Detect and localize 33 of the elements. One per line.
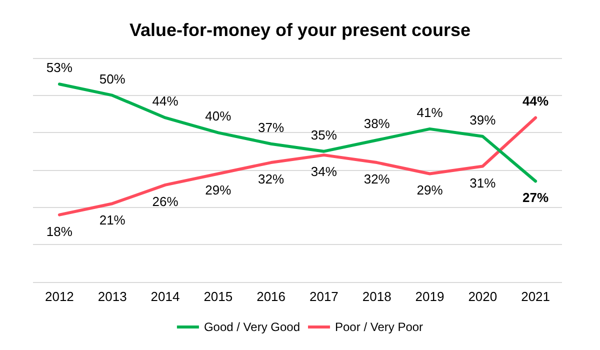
data-label: 26% xyxy=(152,194,179,209)
legend-label: Poor / Very Poor xyxy=(335,320,424,334)
data-label: 21% xyxy=(99,212,126,228)
data-label: 37% xyxy=(258,120,284,135)
data-label: 40% xyxy=(205,108,232,124)
x-tick-label: 2021 xyxy=(521,289,550,304)
x-tick-label: 2016 xyxy=(256,289,286,304)
x-tick-label: 2013 xyxy=(98,289,127,304)
data-label: 31% xyxy=(470,175,496,190)
x-tick-label: 2012 xyxy=(44,289,74,304)
x-tick-label: 2017 xyxy=(309,289,338,304)
data-label: 32% xyxy=(258,172,284,187)
x-tick-label: 2014 xyxy=(150,289,180,304)
x-tick-label: 2020 xyxy=(468,289,498,304)
data-label: 53% xyxy=(46,60,73,76)
data-label: 32% xyxy=(364,172,390,187)
data-label: 29% xyxy=(416,182,444,198)
data-label: 35% xyxy=(310,127,338,142)
legend-label: Good / Very Good xyxy=(204,320,300,334)
data-label: 50% xyxy=(99,71,126,86)
data-label: 29% xyxy=(205,182,232,198)
x-tick-label: 2019 xyxy=(415,289,444,304)
data-label: 18% xyxy=(46,224,73,239)
data-label: 38% xyxy=(364,116,390,132)
data-label: 41% xyxy=(416,104,444,120)
data-label: 39% xyxy=(470,112,496,128)
data-label: 44% xyxy=(522,94,549,109)
chart-title: Value-for-money of your present course xyxy=(129,20,471,40)
data-label: 34% xyxy=(310,164,338,180)
x-tick-label: 2015 xyxy=(204,289,233,304)
x-tick-label: 2018 xyxy=(362,289,392,304)
data-label: 44% xyxy=(152,94,179,109)
data-label: 27% xyxy=(522,190,549,206)
